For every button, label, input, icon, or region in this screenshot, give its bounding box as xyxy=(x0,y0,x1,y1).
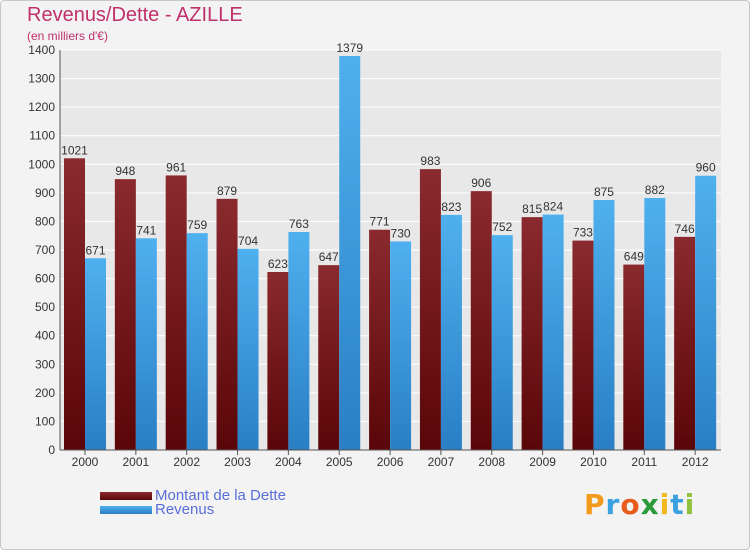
x-tick-label: 2009 xyxy=(529,455,556,469)
bar-dette xyxy=(267,272,289,450)
logo-letter: P xyxy=(584,488,606,521)
bar-revenus xyxy=(186,233,208,450)
bar-revenus xyxy=(695,175,717,450)
data-label: 948 xyxy=(115,164,135,178)
data-label: 671 xyxy=(85,243,105,257)
logo-letter: x xyxy=(640,488,660,521)
bar-revenus xyxy=(339,56,361,450)
data-labels: 1021 671 948 741 961 759 879 704 623 763 647 1379 77… xyxy=(61,41,716,271)
y-tick-label: 1000 xyxy=(28,157,55,171)
data-label: 875 xyxy=(594,185,614,199)
proxiti-logo: Proxiti xyxy=(584,488,695,521)
bar-dette xyxy=(165,175,187,450)
y-tick-label: 500 xyxy=(35,300,55,314)
y-axis: 0 100 200 300 400 500 600 700 800 900 1000 1100 1200… xyxy=(28,43,721,457)
y-tick-label: 100 xyxy=(35,414,55,428)
bars xyxy=(64,56,717,451)
bar-dette xyxy=(419,169,441,450)
bar-revenus xyxy=(491,235,513,450)
x-tick-label: 2011 xyxy=(631,455,657,469)
data-label: 623 xyxy=(268,257,288,271)
data-label: 733 xyxy=(573,226,593,240)
data-label: 763 xyxy=(289,217,309,231)
data-label: 823 xyxy=(441,200,461,214)
x-tick-label: 2001 xyxy=(122,455,149,469)
data-label: 1379 xyxy=(336,41,363,55)
x-tick-label: 2006 xyxy=(377,455,404,469)
logo-letter: i xyxy=(684,488,696,521)
x-tick-label: 2008 xyxy=(478,455,505,469)
legend-label-dette: Montant de la Dette xyxy=(155,487,286,504)
data-label: 961 xyxy=(166,160,186,174)
bar-dette xyxy=(470,191,492,450)
data-label: 704 xyxy=(238,234,258,248)
data-label: 879 xyxy=(217,184,237,198)
bar-dette xyxy=(521,217,543,450)
data-label: 983 xyxy=(420,154,440,168)
bar-dette xyxy=(216,198,238,450)
y-tick-label: 1200 xyxy=(28,100,55,114)
bar-revenus xyxy=(237,248,259,450)
bar-dette xyxy=(114,179,136,450)
y-tick-label: 300 xyxy=(35,357,55,371)
y-tick-label: 1100 xyxy=(29,129,55,143)
x-tick-label: 2000 xyxy=(72,455,99,469)
y-tick-label: 1300 xyxy=(28,72,55,86)
x-tick-label: 2002 xyxy=(173,455,200,469)
bar-revenus xyxy=(288,232,310,450)
y-tick-label: 200 xyxy=(35,386,55,400)
bar-dette xyxy=(318,265,340,450)
x-axis: 2000 2001 2002 2003 2004 2005 2006 2007 2008 2009… xyxy=(72,450,709,469)
data-label: 882 xyxy=(645,183,665,197)
bar-revenus xyxy=(85,258,106,450)
data-label: 1021 xyxy=(61,143,88,157)
bar-revenus xyxy=(644,198,666,450)
legend-swatch-revenus xyxy=(100,506,152,514)
bar-revenus xyxy=(593,200,615,450)
chart-title: Revenus/Dette - AZILLE xyxy=(27,4,243,26)
y-tick-label: 400 xyxy=(35,329,55,343)
logo-letter: t xyxy=(670,488,685,521)
y-tick-label: 800 xyxy=(35,214,55,228)
bar-revenus xyxy=(440,214,462,450)
data-label: 746 xyxy=(675,222,695,236)
y-tick-label: 1400 xyxy=(28,43,55,57)
data-label: 815 xyxy=(522,202,542,216)
y-tick-label: 0 xyxy=(48,443,55,457)
data-label: 649 xyxy=(624,250,644,264)
data-label: 741 xyxy=(136,223,156,237)
x-tick-label: 2010 xyxy=(580,455,607,469)
bar-dette xyxy=(572,240,594,450)
x-tick-label: 2005 xyxy=(326,455,353,469)
x-tick-label: 2004 xyxy=(275,455,302,469)
data-label: 647 xyxy=(319,250,339,264)
data-label: 824 xyxy=(543,200,563,214)
data-label: 906 xyxy=(471,176,491,190)
logo-letter: o xyxy=(620,488,641,521)
logo-letter: i xyxy=(659,488,671,521)
legend-swatch-dette xyxy=(100,492,152,500)
chart-subtitle: (en milliers d'€) xyxy=(27,29,108,43)
data-label: 730 xyxy=(391,226,411,240)
bar-dette xyxy=(674,236,696,450)
bar-dette xyxy=(369,229,391,450)
bar-dette xyxy=(64,158,85,451)
bar-revenus xyxy=(390,241,412,450)
x-tick-label: 2003 xyxy=(224,455,251,469)
legend-label-revenus: Revenus xyxy=(155,501,215,518)
data-label: 960 xyxy=(696,161,716,175)
data-label: 771 xyxy=(370,215,390,229)
y-tick-label: 900 xyxy=(35,186,55,200)
bar-dette xyxy=(623,264,645,450)
data-label: 752 xyxy=(492,220,512,234)
x-tick-label: 2007 xyxy=(428,455,455,469)
x-tick-label: 2012 xyxy=(682,455,709,469)
data-label: 759 xyxy=(187,218,207,232)
bar-revenus xyxy=(542,214,564,450)
y-tick-label: 600 xyxy=(35,272,55,286)
y-tick-label: 700 xyxy=(35,243,55,257)
bar-revenus xyxy=(135,238,157,450)
logo-letter: r xyxy=(605,488,621,521)
